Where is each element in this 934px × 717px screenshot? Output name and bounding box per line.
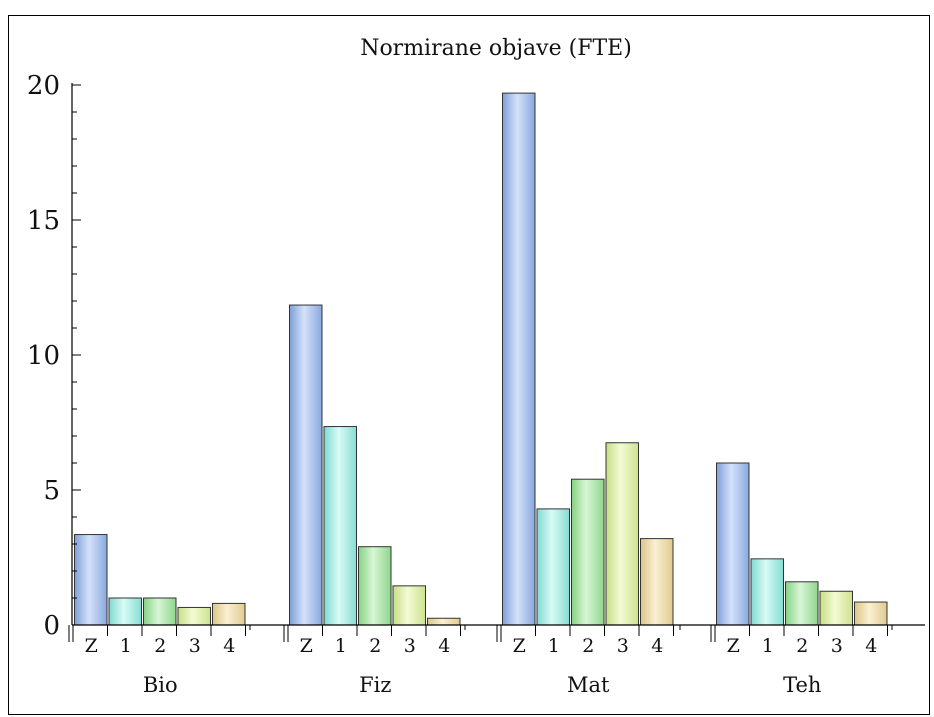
x-group-label: Mat [567, 673, 610, 697]
x-group-label: Fiz [359, 673, 391, 697]
x-sub-label: 4 [865, 635, 877, 657]
bar-mat-3 [605, 442, 639, 626]
bar-fiz-4 [427, 617, 461, 626]
bar-teh-3 [819, 590, 853, 626]
y-tick-label: 0 [43, 611, 60, 641]
bar-fiz-2 [358, 546, 392, 626]
bar-fiz-3 [392, 585, 426, 626]
bar-bio-z [74, 534, 108, 626]
bar-mat-4 [640, 538, 674, 626]
chart-title: Normirane objave (FTE) [360, 36, 632, 61]
x-sub-label: 3 [189, 635, 201, 657]
bar-fiz-z [289, 304, 323, 626]
x-sub-label: Z [513, 635, 526, 657]
y-tick-label: 5 [43, 476, 60, 506]
x-group-label: Teh [783, 673, 821, 697]
x-sub-label: 1 [762, 635, 774, 657]
x-group-label: Bio [143, 673, 178, 697]
x-sub-label: 1 [335, 635, 347, 657]
x-sub-label: 1 [120, 635, 132, 657]
x-sub-label: Z [300, 635, 313, 657]
bar-mat-2 [571, 478, 605, 626]
bar-fiz-1 [323, 426, 357, 626]
x-sub-label: 2 [369, 635, 381, 657]
bar-mat-z [502, 92, 536, 626]
x-sub-label: 4 [651, 635, 663, 657]
x-sub-label: 4 [438, 635, 450, 657]
y-tick-label: 20 [27, 71, 60, 101]
x-sub-label: 4 [223, 635, 235, 657]
x-sub-label: 2 [154, 635, 166, 657]
x-sub-label: Z [85, 635, 98, 657]
x-sub-label: 1 [548, 635, 560, 657]
x-sub-label: 3 [404, 635, 416, 657]
bar-teh-1 [750, 558, 784, 626]
x-sub-label: 2 [582, 635, 594, 657]
y-tick-label: 10 [27, 341, 60, 371]
bar-mat-1 [536, 508, 570, 626]
x-sub-label: Z [727, 635, 740, 657]
bar-teh-4 [854, 601, 888, 626]
bar-bio-2 [143, 597, 177, 626]
bar-bio-3 [177, 606, 211, 626]
bar-teh-2 [785, 581, 819, 626]
bar-teh-z [716, 462, 750, 626]
x-sub-label: 3 [617, 635, 629, 657]
y-tick-label: 15 [27, 206, 60, 236]
bar-bio-1 [108, 597, 142, 626]
bar-bio-4 [212, 602, 246, 626]
x-sub-label: 3 [831, 635, 843, 657]
x-sub-label: 2 [796, 635, 808, 657]
